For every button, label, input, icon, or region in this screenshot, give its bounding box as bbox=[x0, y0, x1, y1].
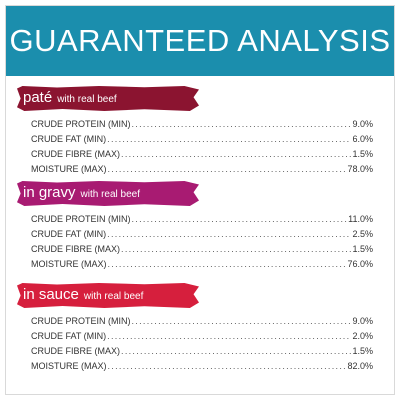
dot-leader bbox=[121, 346, 351, 356]
row-label: CRUDE PROTEIN (MIN) bbox=[31, 316, 131, 326]
section-banner: paté with real beef bbox=[17, 86, 199, 111]
dot-leader bbox=[132, 214, 348, 224]
row-label: CRUDE FAT (MIN) bbox=[31, 331, 107, 341]
section-name: in gravy bbox=[23, 184, 76, 201]
analysis-row: CRUDE PROTEIN (MIN) 11.0% bbox=[31, 214, 373, 229]
row-label: CRUDE FAT (MIN) bbox=[31, 229, 107, 239]
dot-leader bbox=[107, 229, 351, 239]
dot-leader bbox=[108, 259, 347, 269]
dot-leader bbox=[121, 244, 351, 254]
analysis-row: MOISTURE (MAX) 82.0% bbox=[31, 361, 373, 376]
row-label: CRUDE FIBRE (MAX) bbox=[31, 346, 121, 356]
row-value: 9.0% bbox=[352, 119, 373, 129]
row-value: 1.5% bbox=[352, 244, 373, 254]
analysis-row: CRUDE PROTEIN (MIN) 9.0% bbox=[31, 119, 373, 134]
row-value: 1.5% bbox=[352, 149, 373, 159]
row-value: 1.5% bbox=[352, 346, 373, 356]
row-value: 11.0% bbox=[348, 214, 373, 224]
row-value: 76.0% bbox=[347, 259, 373, 269]
row-value: 78.0% bbox=[347, 164, 373, 174]
dot-leader bbox=[107, 331, 351, 341]
row-label: CRUDE PROTEIN (MIN) bbox=[31, 119, 131, 129]
section-banner: in sauce with real beef bbox=[17, 283, 199, 308]
row-value: 82.0% bbox=[347, 361, 373, 371]
section-subtitle: with real beef bbox=[57, 94, 117, 105]
analysis-row: CRUDE PROTEIN (MIN) 9.0% bbox=[31, 316, 373, 331]
dot-leader bbox=[132, 119, 352, 129]
section-name: paté bbox=[23, 89, 53, 106]
analysis-row: CRUDE FAT (MIN) 6.0% bbox=[31, 134, 373, 149]
analysis-list: CRUDE PROTEIN (MIN) 11.0% CRUDE FAT (MIN… bbox=[31, 214, 373, 274]
row-label: CRUDE FIBRE (MAX) bbox=[31, 149, 121, 159]
dot-leader bbox=[132, 316, 352, 326]
dot-leader bbox=[121, 149, 351, 159]
row-value: 9.0% bbox=[352, 316, 373, 326]
dot-leader bbox=[108, 164, 347, 174]
section-banner: in gravy with real beef bbox=[17, 181, 199, 206]
row-label: MOISTURE (MAX) bbox=[31, 259, 107, 269]
row-label: CRUDE FIBRE (MAX) bbox=[31, 244, 121, 254]
row-value: 2.0% bbox=[352, 331, 373, 341]
row-label: MOISTURE (MAX) bbox=[31, 164, 107, 174]
analysis-row: CRUDE FAT (MIN) 2.5% bbox=[31, 229, 373, 244]
analysis-row: CRUDE FIBRE (MAX) 1.5% bbox=[31, 149, 373, 164]
analysis-list: CRUDE PROTEIN (MIN) 9.0% CRUDE FAT (MIN)… bbox=[31, 316, 373, 376]
row-value: 2.5% bbox=[352, 229, 373, 239]
dot-leader bbox=[107, 134, 351, 144]
page-title: GUARANTEED ANALYSIS bbox=[9, 23, 391, 58]
dot-leader bbox=[108, 361, 347, 371]
analysis-row: CRUDE FIBRE (MAX) 1.5% bbox=[31, 244, 373, 259]
analysis-row: MOISTURE (MAX) 76.0% bbox=[31, 259, 373, 274]
analysis-row: MOISTURE (MAX) 78.0% bbox=[31, 164, 373, 179]
section-subtitle: with real beef bbox=[83, 291, 144, 302]
row-label: CRUDE FAT (MIN) bbox=[31, 134, 107, 144]
analysis-row: CRUDE FAT (MIN) 2.0% bbox=[31, 331, 373, 346]
guaranteed-analysis-card: GUARANTEED ANALYSIS paté with real beef … bbox=[5, 5, 395, 395]
row-label: CRUDE PROTEIN (MIN) bbox=[31, 214, 131, 224]
analysis-row: CRUDE FIBRE (MAX) 1.5% bbox=[31, 346, 373, 361]
section-subtitle: with real beef bbox=[80, 189, 141, 200]
header-bar: GUARANTEED ANALYSIS bbox=[6, 6, 394, 76]
analysis-list: CRUDE PROTEIN (MIN) 9.0% CRUDE FAT (MIN)… bbox=[31, 119, 373, 179]
section-name: in sauce bbox=[23, 286, 79, 303]
row-value: 6.0% bbox=[352, 134, 373, 144]
row-label: MOISTURE (MAX) bbox=[31, 361, 107, 371]
